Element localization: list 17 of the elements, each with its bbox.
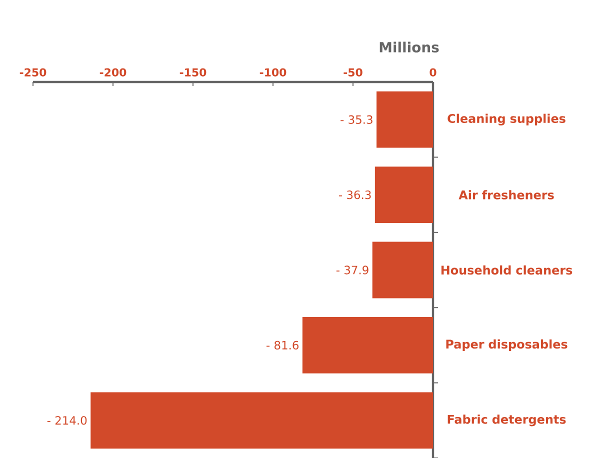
- x-tick-label: -250: [20, 68, 46, 76]
- x-tick-label: -100: [260, 68, 286, 76]
- y-tick-label: Paper disposables: [446, 339, 568, 351]
- y-tick-label: Household cleaners: [441, 265, 572, 275]
- x-tick-label: -50: [344, 68, 362, 76]
- x-tick-label: -150: [180, 68, 206, 76]
- data-label: - 214.0: [47, 416, 87, 425]
- data-label: - 35.3: [340, 115, 372, 124]
- x-tick-label: 0: [430, 68, 436, 76]
- y-tick-label: Air fresheners: [458, 190, 554, 200]
- y-tick-label: Fabric detergents: [448, 414, 566, 426]
- y-tick-label: Cleaning supplies: [448, 114, 566, 126]
- data-label: - 36.3: [339, 190, 371, 200]
- data-label: - 81.6: [266, 340, 299, 350]
- x-tick-label: -200: [100, 68, 126, 76]
- data-label: - 37.9: [336, 266, 368, 274]
- chart-title: Millions: [380, 42, 439, 53]
